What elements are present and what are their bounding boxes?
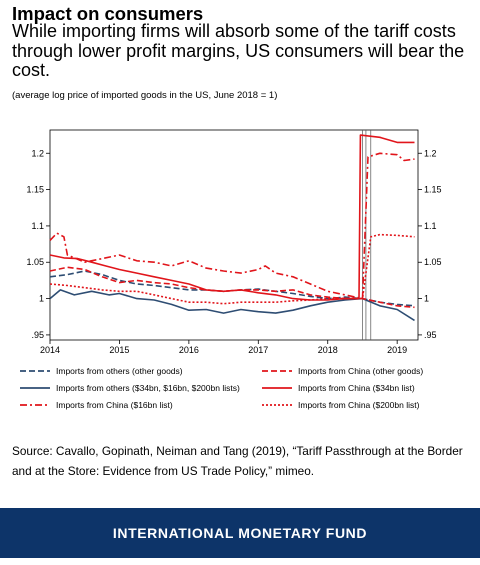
- y2-tick-label-2: 1.05: [424, 257, 442, 267]
- x-tick-label-0: 2014: [40, 345, 60, 355]
- footer-bar: INTERNATIONAL MONETARY FUND: [0, 508, 480, 558]
- line-chart: 2014 2015 2016 2017 2018 2019 .95 1 1.05 1.1 1.15 1…: [0, 106, 480, 426]
- legend-label-3: Imports from China (other goods): [298, 366, 423, 376]
- page-title: Impact on consumers: [12, 3, 204, 24]
- series-line-1: [49, 289, 415, 322]
- plot-area-border: [49, 129, 419, 341]
- y2-tick-label-1: 1: [424, 294, 429, 304]
- source-note: Source: Cavallo, Gopinath, Neiman and Ta…: [12, 444, 463, 478]
- x-tick-label-5: 2019: [387, 345, 407, 355]
- y-tick-label-2: 1.05: [26, 257, 44, 267]
- y2-tick-label-3: 1.1: [424, 221, 437, 231]
- legend-label-2: Imports from China ($16bn list): [56, 400, 173, 410]
- series-line-5: [49, 233, 415, 305]
- x-tick-label-2: 2016: [179, 345, 199, 355]
- y-tick-label-3: 1.1: [31, 221, 44, 231]
- y-tick-label-1: 1: [39, 294, 44, 304]
- legend-label-4: Imports from China ($34bn list): [298, 383, 415, 393]
- y-tick-label-5: 1.2: [31, 148, 44, 158]
- series-line-2: [49, 152, 415, 300]
- legend-label-1: Imports from others ($34bn, $16bn, $200b…: [56, 383, 240, 393]
- x-tick-label-4: 2018: [318, 345, 338, 355]
- y2-tick-label-4: 1.15: [424, 185, 442, 195]
- page-subtitle: While importing firms will absorb some o…: [12, 21, 465, 80]
- footer-label: INTERNATIONAL MONETARY FUND: [112, 525, 368, 541]
- chart-note: (average log price of imported goods in …: [12, 90, 278, 101]
- y-tick-label-4: 1.15: [26, 185, 44, 195]
- y2-tick-label-5: 1.2: [424, 148, 437, 158]
- y-tick-label-0: .95: [31, 330, 44, 340]
- series-line-4: [49, 134, 415, 301]
- x-tick-label-1: 2015: [109, 345, 129, 355]
- legend-label-5: Imports from China ($200bn list): [298, 400, 420, 410]
- y2-tick-label-0: .95: [424, 330, 437, 340]
- x-tick-label-3: 2017: [248, 345, 268, 355]
- legend-label-0: Imports from others (other goods): [56, 366, 183, 376]
